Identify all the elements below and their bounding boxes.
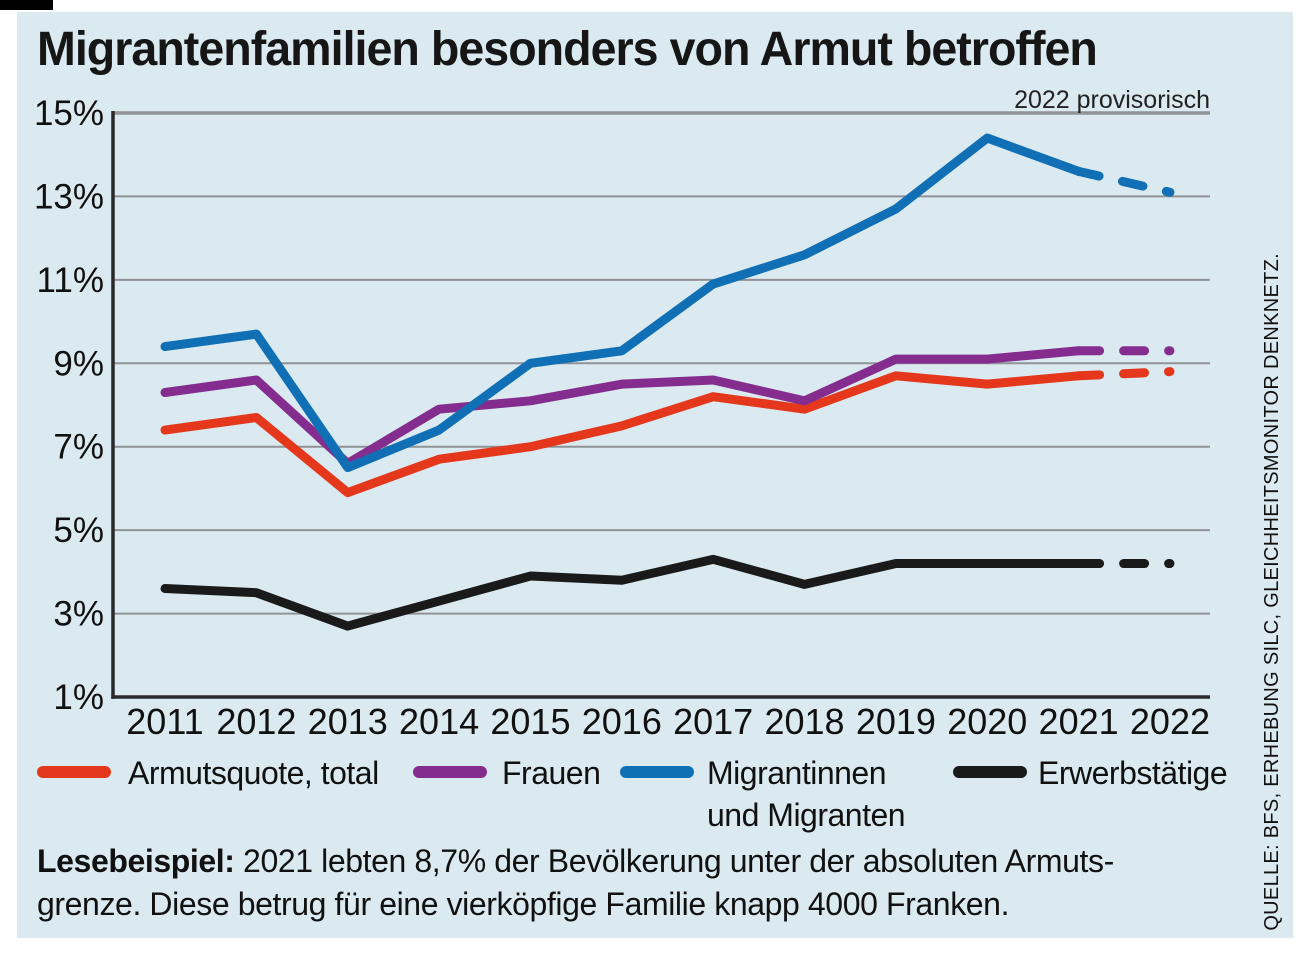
x-tick-label: 2012 <box>216 701 296 742</box>
y-tick-label: 1% <box>53 678 104 717</box>
reading-example-line1-rest: 2021 lebten 8,7% der Bevölkerung unter d… <box>234 843 1114 879</box>
reading-example-lead: Lesebeispiel: <box>37 843 235 879</box>
legend-label-migranten-line2: und Migranten <box>707 797 906 833</box>
x-tick-label: 2022 <box>1130 701 1210 742</box>
series-line-dashed-armutsquote-total <box>1074 367 1175 381</box>
series-line-frauen <box>160 346 1084 468</box>
series-line-dashed-migrantinnen-und-migranten <box>1074 166 1175 197</box>
x-tick-label: 2017 <box>673 701 753 742</box>
x-tick-label: 2019 <box>856 701 936 742</box>
legend-label-erwerbstaetige: Erwerbstätige <box>1038 755 1228 791</box>
x-tick-label: 2014 <box>399 701 479 742</box>
legend-swatch-total <box>37 766 111 778</box>
x-tick-label: 2015 <box>490 701 570 742</box>
legend-swatch-frauen <box>413 766 487 778</box>
legend-label-migranten: Migrantinnen und Migranten <box>707 752 906 836</box>
x-tick-label: 2016 <box>582 701 662 742</box>
chart-title: Migrantenfamilien besonders von Armut be… <box>37 23 1098 76</box>
series-line-migrantinnen-und-migranten <box>160 133 1084 473</box>
y-tick-label: 15% <box>34 94 104 133</box>
x-tick-label: 2011 <box>126 701 203 742</box>
legend-label-frauen: Frauen <box>502 755 601 791</box>
legend-label-migranten-line1: Migrantinnen <box>707 755 887 791</box>
series-line-armutsquote-total <box>160 371 1084 498</box>
legend-swatch-migranten <box>620 766 694 778</box>
reading-example-line1: Lesebeispiel: 2021 lebten 8,7% der Bevöl… <box>37 843 1114 879</box>
y-tick-label: 9% <box>53 344 104 383</box>
series-line-erwerbst-tige <box>160 554 1084 631</box>
source-credit: QUELLE: BFS, ERHEBUNG SILC, GLEICHHEITSM… <box>1261 253 1283 931</box>
x-tick-label: 2018 <box>764 701 844 742</box>
y-tick-label: 3% <box>53 595 104 634</box>
page-edge-strip <box>0 0 53 10</box>
reading-example-line2: grenze. Diese betrug für eine vierköpfig… <box>37 886 1010 922</box>
y-tick-label: 13% <box>34 177 104 216</box>
x-tick-label: 2013 <box>308 701 388 742</box>
x-tick-label: 2020 <box>947 701 1027 742</box>
y-tick-label: 7% <box>53 428 104 467</box>
y-tick-label: 5% <box>53 511 104 550</box>
legend-label-total: Armutsquote, total <box>128 755 379 791</box>
y-tick-label: 11% <box>37 261 104 300</box>
chart-panel-background <box>17 12 1293 938</box>
x-tick-label: 2021 <box>1039 701 1119 742</box>
provisional-note: 2022 provisorisch <box>1014 86 1210 114</box>
reading-example: Lesebeispiel: 2021 lebten 8,7% der Bevöl… <box>37 840 1114 926</box>
legend-swatch-erwerbstaetige <box>953 766 1027 778</box>
